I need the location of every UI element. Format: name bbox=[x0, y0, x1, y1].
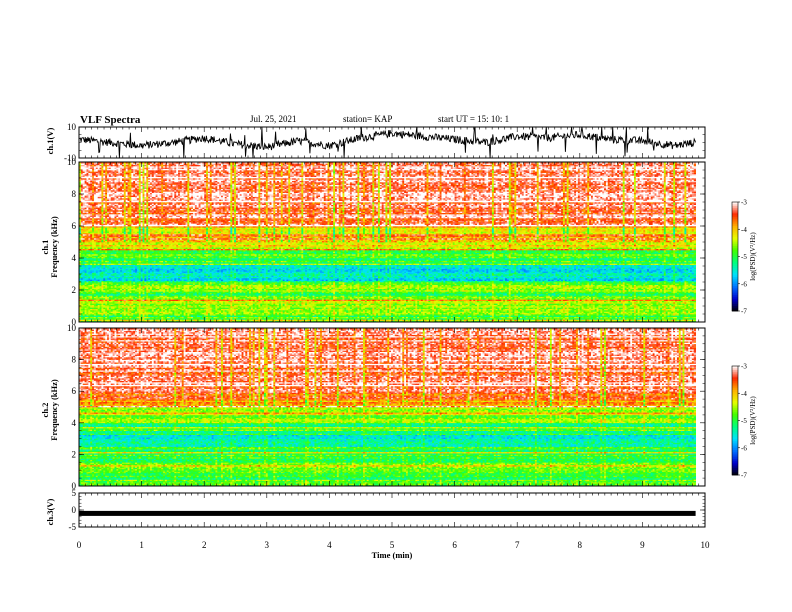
ch1-waveform-panel: 10-10 bbox=[64, 122, 705, 163]
figure-title: VLF Spectra bbox=[80, 114, 141, 126]
ch1-waveform-line bbox=[79, 127, 696, 158]
date-label: Jul. 25, 2021 bbox=[250, 114, 297, 124]
start-time-label: start UT = 15: 10: 1 bbox=[438, 114, 509, 124]
vlf-spectra-figure: VLF Spectra Jul. 25, 2021 station= KAP s… bbox=[0, 0, 792, 612]
ch1-wave-ytick-label: 10 bbox=[67, 122, 77, 132]
station-label: station= KAP bbox=[343, 114, 392, 124]
